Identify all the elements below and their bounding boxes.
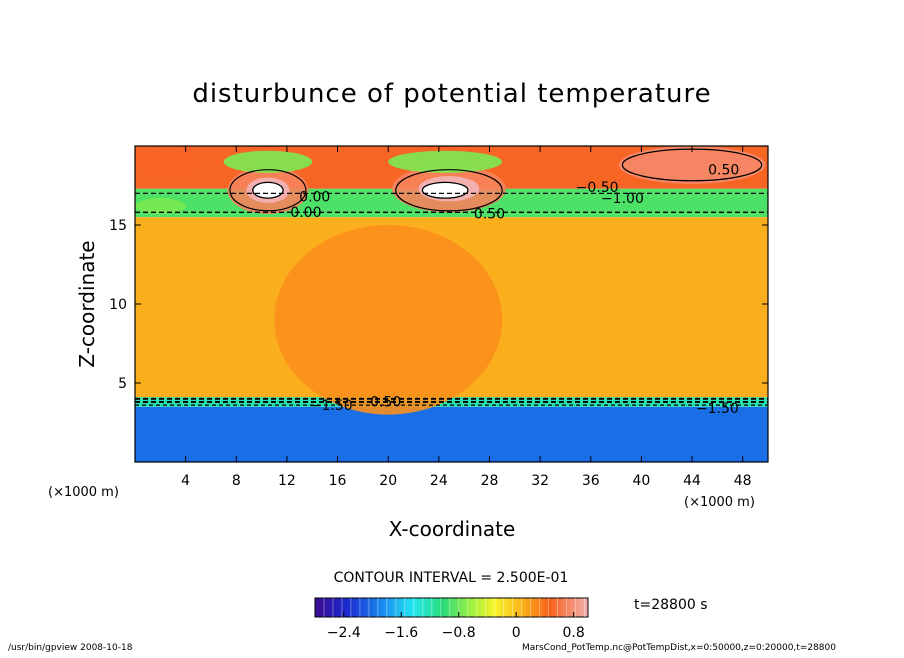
- contour-label: −1.50: [310, 398, 353, 414]
- contour-label: −1.50: [696, 401, 739, 417]
- chart-title: disturbunce of potential temperature: [192, 79, 711, 109]
- x-tick-label: 4: [181, 473, 190, 489]
- colorbar-tick-label: −0.8: [442, 625, 476, 641]
- y-axis-unit: (×1000 m): [48, 485, 119, 500]
- time-label: t=28800 s: [634, 597, 708, 613]
- field-feature-7: [135, 198, 186, 214]
- x-tick-label: 36: [582, 473, 600, 489]
- x-tick-label: 16: [329, 473, 347, 489]
- contour-label: −1.00: [601, 191, 644, 207]
- contour-label: 0.50: [370, 395, 401, 411]
- y-tick-label: 5: [118, 376, 127, 392]
- field-feature-9: [274, 224, 503, 415]
- x-axis-ticks: 4 8 12 16 20 24 28 32 36 40 44 48: [181, 146, 752, 489]
- x-tick-label: 20: [379, 473, 397, 489]
- x-tick-label: 8: [232, 473, 241, 489]
- contour-loop-0: [229, 169, 307, 212]
- plot-area: 0.50 −0.50−1.00 0.000.00 0.50 −1.50 0.50 −1.50: [135, 146, 768, 462]
- x-tick-label: 32: [531, 473, 549, 489]
- x-tick-label: 28: [481, 473, 499, 489]
- field-band-0: [135, 406, 768, 462]
- colorbar: [314, 597, 589, 618]
- colorbar-stripes: [323, 598, 585, 617]
- field-feature-8: [135, 146, 199, 178]
- field-core-1: [421, 181, 469, 199]
- colorbar-tick-label: 0: [512, 625, 521, 641]
- contour-label: 0.50: [474, 207, 505, 223]
- footer-right: MarsCond_PotTemp.nc@PotTempDist,x=0:5000…: [522, 643, 836, 653]
- colorbar-tick-label: −1.6: [384, 625, 418, 641]
- x-tick-label: 24: [430, 473, 448, 489]
- contour-label: 0.00: [290, 205, 321, 221]
- colorbar-tick-label: −2.4: [327, 625, 361, 641]
- x-tick-label: 12: [278, 473, 296, 489]
- contour-loop-1: [395, 169, 503, 212]
- contour-interval-label: CONTOUR INTERVAL = 2.500E-01: [334, 570, 569, 586]
- colorbar-tick-label: 0.8: [562, 625, 584, 641]
- y-tick-label: 15: [109, 218, 127, 234]
- contour-label: 0.00: [299, 189, 330, 205]
- contour-label: 0.50: [708, 162, 739, 178]
- x-tick-label: 44: [683, 473, 701, 489]
- contour-label: −0.50: [576, 180, 619, 196]
- field-feature-5: [223, 150, 313, 173]
- x-tick-label: 48: [734, 473, 752, 489]
- y-axis-ticks: 5 10 15: [109, 218, 768, 392]
- field-feature-6: [388, 150, 503, 173]
- y-axis-title: Z-coordinate: [75, 240, 99, 367]
- x-axis-unit: (×1000 m): [684, 495, 755, 510]
- colorbar-ticks: −2.4 −1.6 −0.8 0 0.8: [327, 612, 585, 641]
- field-feature-4: [618, 146, 766, 184]
- x-tick-label: 40: [632, 473, 650, 489]
- y-tick-label: 10: [109, 297, 127, 313]
- footer-left: /usr/bin/gpview 2008-10-18: [8, 643, 133, 653]
- x-axis-title: X-coordinate: [389, 517, 516, 541]
- field-core-0: [252, 181, 284, 199]
